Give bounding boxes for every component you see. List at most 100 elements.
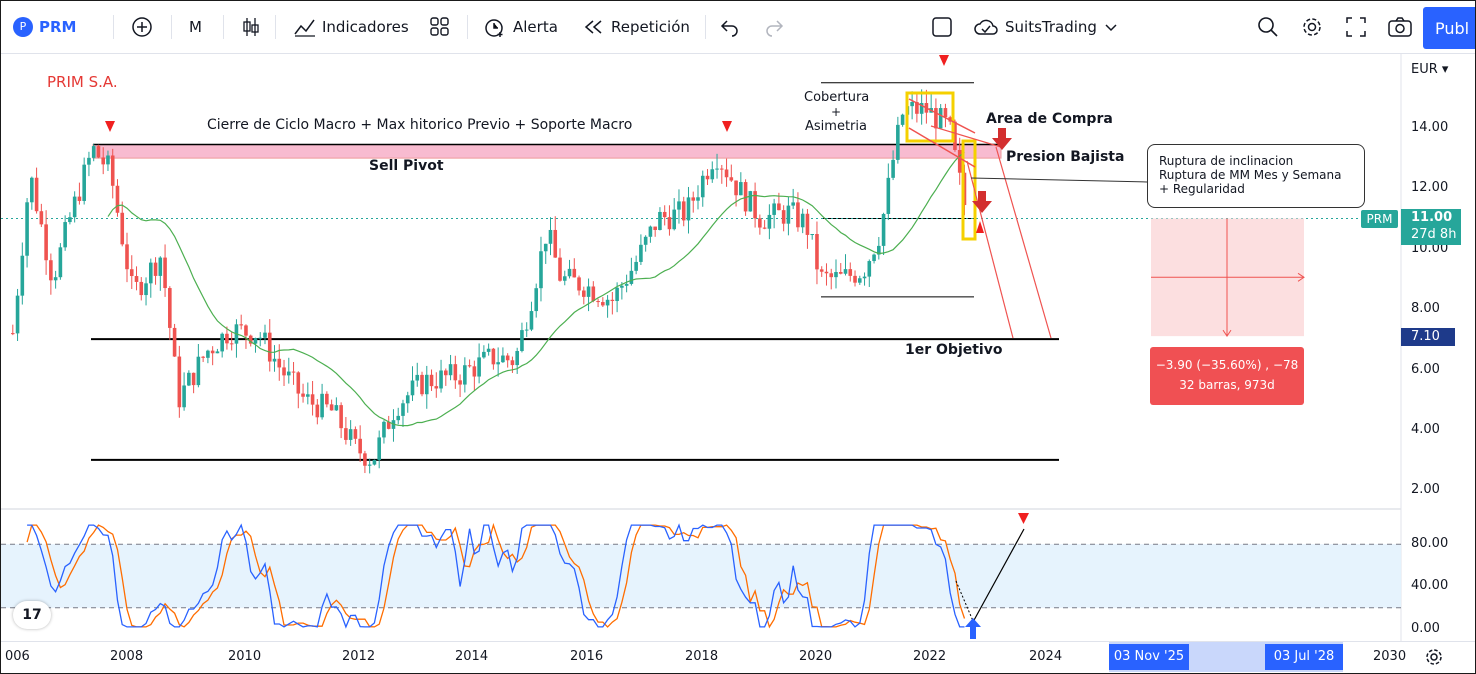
currency-selector[interactable]: EUR ▾ (1411, 62, 1449, 77)
layout-toggle[interactable] (931, 1, 953, 53)
candle-body (58, 247, 63, 278)
candle-body (472, 366, 477, 377)
candle-body (310, 394, 315, 405)
stoch-top-marker (1018, 513, 1029, 524)
fullscreen-button[interactable] (1345, 1, 1367, 53)
cloud-icon (974, 19, 998, 35)
candle-body (567, 268, 572, 277)
candle-body (529, 311, 534, 330)
candle-body (96, 146, 101, 158)
redo-button[interactable] (763, 1, 785, 53)
candle-body (562, 276, 567, 281)
annotation-asymmetry: Asimetria (805, 119, 867, 134)
candle-body (377, 437, 381, 460)
sell-signal-marker (722, 121, 732, 132)
channel-upper (908, 98, 976, 134)
chart-canvas[interactable] (1, 54, 1475, 674)
candle-body (34, 177, 39, 212)
tradingview-logo[interactable]: 17 (13, 601, 51, 629)
replay-button[interactable]: Repetición (583, 1, 690, 53)
publish-button[interactable]: Publ (1423, 7, 1475, 49)
candle-body (953, 121, 957, 150)
stoch-bottom-arrow (965, 618, 981, 639)
candle-body (896, 124, 900, 160)
layout-menu[interactable]: SuitsTrading (973, 1, 1119, 53)
candle-body (634, 261, 638, 271)
candle-body (477, 357, 481, 377)
search-button[interactable] (1257, 1, 1279, 53)
breakout-callout[interactable]: Ruptura de inclinacion Ruptura de MM Mes… (1147, 144, 1365, 208)
candle-body (129, 269, 134, 277)
candle-body (134, 276, 139, 282)
interval-button[interactable]: M (189, 1, 202, 53)
time-tick: 2016 (570, 649, 604, 664)
candle-body (306, 394, 310, 397)
toolbar-divider (705, 15, 706, 39)
time-axis[interactable]: 03 Nov '25 03 Jul '28 (1, 641, 1475, 673)
price-tick: 12.00 (1411, 180, 1449, 195)
candle-body (596, 301, 600, 303)
projection-line (930, 125, 1002, 148)
time-tick: 006 (5, 649, 30, 664)
date-tag-start: 03 Nov '25 (1109, 644, 1189, 670)
candle-body (115, 185, 120, 213)
candle-body (110, 155, 115, 186)
indicators-icon (294, 19, 315, 37)
candle-body (910, 102, 914, 107)
chart-type-button[interactable] (241, 1, 261, 53)
candle-body (63, 222, 67, 248)
alert-button[interactable]: Alerta (483, 1, 558, 53)
candle-body (843, 269, 848, 274)
candle-body (601, 302, 605, 306)
candle-body (886, 177, 891, 214)
candle-body (277, 358, 282, 368)
settings-button[interactable] (1301, 1, 1323, 53)
candle-body (553, 229, 558, 258)
annotation-sell-pivot: Sell Pivot (369, 158, 444, 174)
search-icon (1258, 17, 1278, 37)
symbol-search[interactable]: P PRM (13, 1, 76, 53)
candle-body (315, 404, 320, 418)
candle-body (662, 211, 667, 218)
fullscreen-icon (1346, 17, 1366, 37)
compare-button[interactable] (131, 1, 153, 53)
candle-body (410, 380, 415, 396)
candle-body (496, 362, 500, 365)
candle-body (881, 213, 886, 246)
candle-body (77, 196, 82, 201)
candle-body (515, 351, 519, 366)
gear-icon[interactable] (1424, 647, 1444, 667)
candle-body (729, 177, 734, 181)
stoch-k-line (27, 523, 965, 629)
tv-logo-icon: 17 (22, 607, 42, 623)
candle-body (120, 212, 125, 245)
candle-body (53, 277, 58, 281)
annotation-first-target: 1er Objetivo (905, 342, 1003, 358)
candle-body (615, 287, 619, 302)
annotation-coverage: Cobertura (804, 90, 870, 105)
toolbar-divider (275, 15, 276, 39)
price-axis[interactable]: EUR ▾ 14.00 12.00 10.00 8.00 6.00 4.00 2… (1401, 54, 1475, 640)
price-tick: 8.00 (1411, 301, 1440, 316)
candle-body (829, 273, 834, 278)
candle-body (524, 329, 529, 331)
candle-body (248, 335, 253, 344)
stoch-projection-dotted (955, 580, 974, 622)
snapshot-button[interactable] (1387, 1, 1413, 53)
candle-body (453, 364, 458, 381)
symbol-logo-icon: P (13, 17, 33, 37)
undo-button[interactable] (719, 1, 741, 53)
candle-body (467, 365, 472, 367)
candle-body (201, 356, 205, 358)
candle-body (153, 262, 158, 276)
templates-button[interactable] (429, 1, 451, 53)
sell-pivot-zone (92, 144, 1002, 159)
alert-label: Alerta (513, 18, 558, 36)
indicators-button[interactable]: Indicadores (293, 1, 409, 53)
candle-body (781, 210, 786, 224)
candle-body (957, 149, 962, 173)
candle-body (743, 182, 748, 212)
candle-body (353, 429, 358, 439)
candle-body (643, 236, 648, 245)
candle-body (177, 356, 182, 408)
